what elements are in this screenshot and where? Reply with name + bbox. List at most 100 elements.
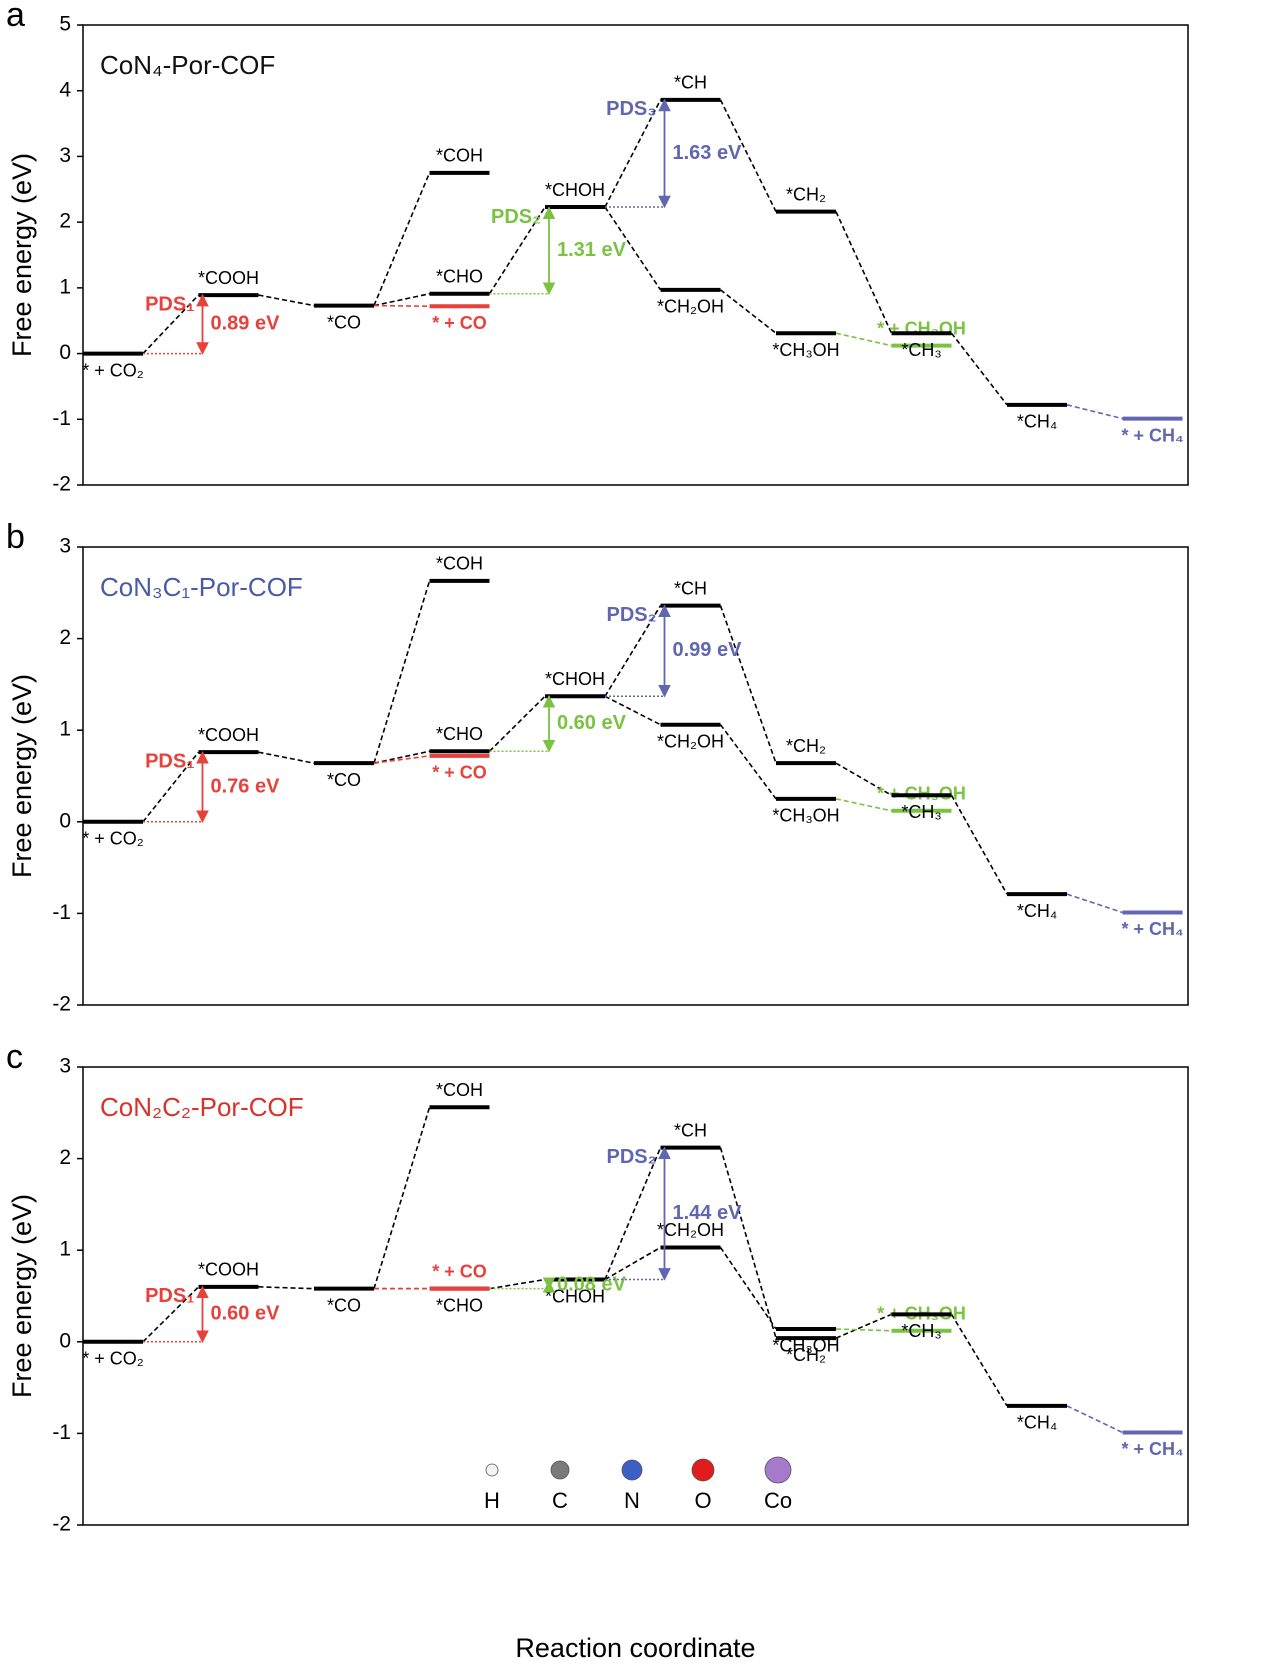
gap-value-label: 0.89 eV — [211, 313, 281, 335]
level-label: * + CH₄ — [1121, 1439, 1183, 1459]
y-tick-label: 0 — [59, 809, 71, 832]
y-tick-label: 0 — [59, 341, 71, 364]
y-tick-label: -1 — [52, 407, 71, 430]
panel-title: CoN₄-Por-COF — [100, 50, 275, 80]
connector — [373, 580, 431, 764]
level-label: *CHO — [436, 267, 483, 287]
level-label: *COH — [436, 554, 483, 574]
gap-value-label: 0.76 eV — [211, 775, 281, 797]
level-label: * + CO₂ — [82, 829, 144, 849]
gap-value-label: 0.99 eV — [673, 639, 743, 661]
legend-swatch — [691, 1458, 715, 1482]
panel-title: CoN₂C₂-Por-COF — [100, 1092, 304, 1122]
level-label: *COH — [436, 1080, 483, 1100]
level-label: * + CH₄ — [1121, 919, 1183, 939]
connector — [258, 751, 315, 764]
connector — [950, 794, 1008, 895]
level-label: *COOH — [198, 725, 259, 745]
y-tick-label: 2 — [59, 1146, 71, 1169]
connector — [488, 695, 546, 752]
level-label: *CH₃ — [901, 802, 941, 822]
y-tick-label: 4 — [59, 78, 71, 101]
level-label: * + CO₂ — [82, 360, 144, 380]
connector — [373, 1107, 431, 1289]
level-label: * + CH₄ — [1121, 425, 1183, 445]
connector — [373, 172, 431, 306]
connector — [604, 206, 662, 291]
connector — [1066, 1405, 1123, 1434]
panel-letter: a — [6, 0, 25, 34]
level-label: *CO — [327, 770, 361, 790]
y-tick-label: -1 — [52, 901, 71, 924]
connector — [604, 605, 662, 697]
y-tick-label: 3 — [59, 1055, 71, 1078]
legend-label: Co — [764, 1488, 792, 1513]
y-axis-label: Free energy (eV) — [7, 153, 37, 357]
pds-label: PDS₁ — [145, 1285, 194, 1307]
gap-value-label: 0.08 eV — [557, 1273, 627, 1295]
gap-value-label: 0.60 eV — [557, 712, 627, 734]
legend-label: H — [484, 1488, 500, 1513]
level-label: *CHO — [436, 1295, 483, 1315]
level-label: *CH₃ — [901, 1321, 941, 1341]
connector — [488, 206, 546, 295]
connector — [719, 605, 777, 764]
connector — [258, 1286, 315, 1290]
y-tick-label: -1 — [52, 1421, 71, 1444]
connector — [950, 332, 1008, 406]
legend-swatch — [485, 1463, 499, 1477]
pds-label: PDS₃ — [606, 98, 656, 120]
connector — [835, 1313, 892, 1339]
level-label: *CO — [327, 1295, 361, 1315]
connector — [604, 695, 661, 726]
y-tick-label: 0 — [59, 1329, 71, 1352]
level-label: *CH₃ — [901, 340, 941, 360]
y-axis-label: Free energy (eV) — [7, 674, 37, 878]
level-label: *CHO — [436, 724, 483, 744]
connector — [1066, 404, 1123, 420]
gap-value-label: 1.63 eV — [673, 142, 743, 164]
y-tick-label: 3 — [59, 144, 71, 167]
y-tick-label: -2 — [52, 1513, 71, 1536]
connector — [373, 755, 430, 764]
level-label: *CH₃OH — [772, 1336, 839, 1356]
y-tick-label: 3 — [59, 535, 71, 558]
legend-swatch — [764, 1456, 792, 1484]
level-label: *CH₂ — [786, 736, 826, 756]
level-label: *CH₂OH — [657, 1220, 724, 1240]
pds-label: PDS₂ — [606, 604, 656, 626]
y-tick-label: 1 — [59, 275, 71, 298]
level-label: * + CO — [432, 313, 487, 333]
level-label: *CH₄ — [1017, 901, 1057, 921]
connector — [373, 292, 430, 307]
legend-swatch — [621, 1459, 643, 1481]
level-label: *COOH — [198, 1260, 259, 1280]
connector — [1066, 893, 1123, 914]
level-label: *CHOH — [545, 1286, 605, 1306]
level-label: * + CH₃OH — [877, 318, 966, 338]
y-tick-label: 1 — [59, 1238, 71, 1261]
connector — [719, 724, 777, 800]
y-tick-label: 2 — [59, 210, 71, 233]
level-label: *CH — [674, 1120, 707, 1140]
pds-label: PDS₁ — [145, 293, 194, 315]
plot-frame — [82, 1066, 1189, 1526]
connector — [604, 99, 662, 208]
gap-value-label: 1.31 eV — [557, 239, 627, 261]
level-label: * + CO — [432, 1261, 487, 1281]
pds-label: PDS₁ — [145, 750, 194, 772]
connector — [835, 332, 892, 347]
plot-frame — [82, 24, 1189, 486]
level-label: *CO — [327, 312, 361, 332]
y-tick-label: 1 — [59, 718, 71, 741]
pds-label: PDS₂ — [491, 206, 541, 228]
pds-label: PDS₂ — [606, 1146, 656, 1168]
y-axis-label: Free energy (eV) — [7, 1194, 37, 1398]
level-label: * + CO — [432, 763, 487, 783]
connector — [835, 762, 892, 796]
legend-label: O — [694, 1488, 711, 1513]
y-tick-label: -2 — [52, 473, 71, 496]
level-label: *CH₂OH — [657, 731, 724, 751]
